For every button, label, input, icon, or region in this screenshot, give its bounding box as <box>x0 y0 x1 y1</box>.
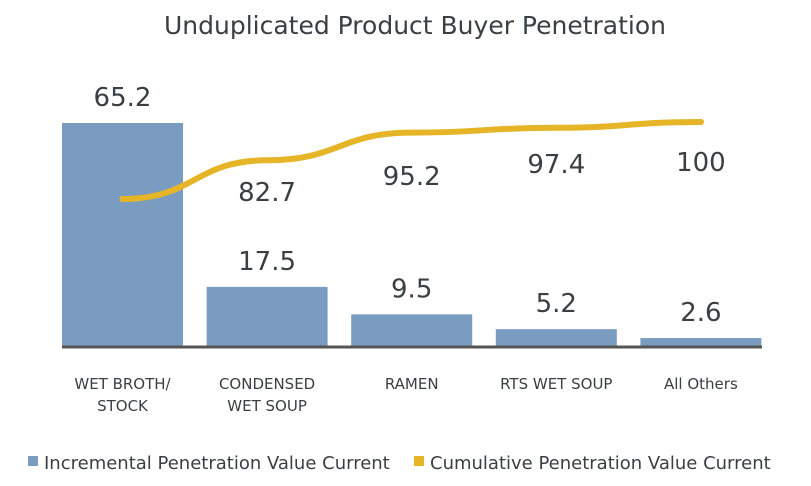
line-series <box>119 119 704 202</box>
category-label-3-0: RTS WET SOUP <box>500 375 612 393</box>
line-point-2 <box>408 129 415 136</box>
bar-1 <box>206 286 328 347</box>
bar-value-label-0: 65.2 <box>94 83 152 113</box>
bar-3 <box>495 329 617 347</box>
category-label-1-1: WET SOUP <box>227 397 307 415</box>
line-point-0 <box>119 196 126 202</box>
legend-swatch-incremental <box>28 456 38 466</box>
category-labels: WET BROTH/STOCK CONDENSED WET SOUP RAMEN RTS… <box>74 375 738 415</box>
legend-swatch-cumulative <box>414 456 424 466</box>
bar-4 <box>640 338 762 347</box>
line-value-label-1: 82.7 <box>238 178 296 208</box>
line-value-label-3: 97.4 <box>527 150 585 180</box>
category-label-0-1: STOCK <box>97 397 149 415</box>
line-point-1 <box>264 157 271 164</box>
bar-0 <box>62 123 183 347</box>
legend: Incremental Penetration Value Current Cu… <box>28 453 771 474</box>
data-labels: 65.2 17.5 9.5 5.2 2.6 82.7 95.2 97.4 100 <box>94 83 726 328</box>
category-label-1-0: CONDENSED <box>219 375 315 393</box>
line-value-label-2: 95.2 <box>383 162 441 192</box>
legend-label-incremental: Incremental Penetration Value Current <box>44 453 390 474</box>
line-value-label-4: 100 <box>676 148 726 178</box>
chart-title: Unduplicated Product Buyer Penetration <box>164 11 666 40</box>
line-point-4 <box>697 119 704 125</box>
category-label-0-0: WET BROTH/ <box>74 375 171 393</box>
bar-2 <box>351 314 473 347</box>
bar-value-label-3: 5.2 <box>536 289 577 319</box>
bar-value-label-4: 2.6 <box>680 298 721 328</box>
bar-value-label-2: 9.5 <box>391 274 432 304</box>
line-point-3 <box>553 124 560 131</box>
category-label-2-0: RAMEN <box>385 375 439 393</box>
bar-value-label-1: 17.5 <box>238 247 296 277</box>
bar-series <box>62 123 762 347</box>
legend-label-cumulative: Cumulative Penetration Value Current <box>430 453 771 474</box>
category-label-4-0: All Others <box>664 375 738 393</box>
